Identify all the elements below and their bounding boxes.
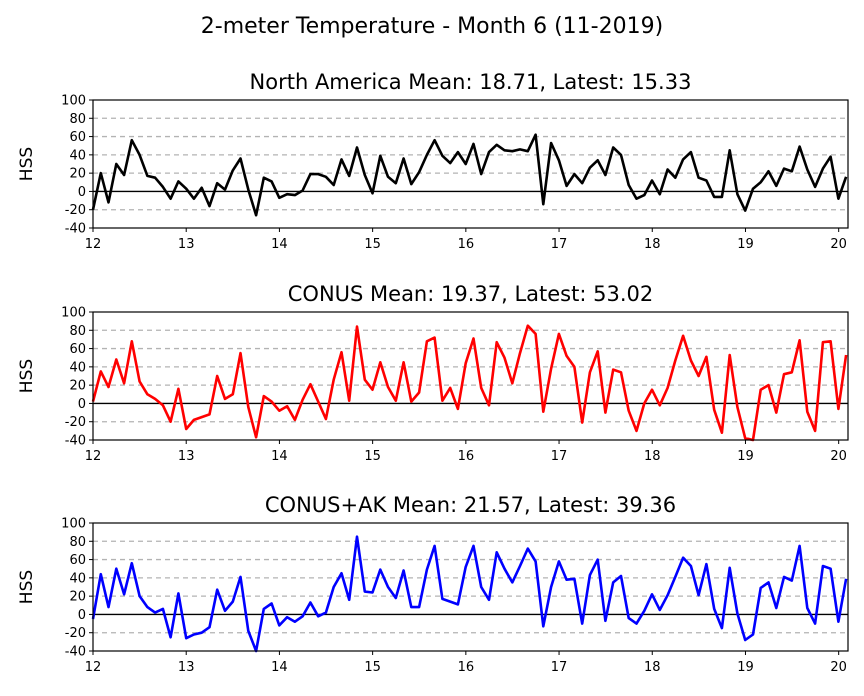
y-tick-label: 100 [61,94,86,109]
x-tick-label: 14 [271,449,288,464]
panel-title: CONUS Mean: 19.37, Latest: 53.02 [288,282,653,306]
x-tick-label: 18 [644,660,661,675]
x-tick-label: 18 [644,237,661,252]
y-tick-label: 80 [69,324,86,339]
x-tick-label: 16 [458,449,475,464]
series-line [91,535,848,653]
y-tick-label: -20 [65,203,86,218]
y-tick-label: 20 [69,379,86,394]
x-tick-label: 14 [271,237,288,252]
y-tick-label: 0 [78,397,86,412]
panel-2: CONUS Mean: 19.37, Latest: 53.02 100 80 60 4… [17,282,849,464]
y-axis-label: HSS [17,570,37,604]
x-tick-label: 17 [551,449,568,464]
y-tick-label: -40 [65,434,86,449]
chart-panels: North America Mean: 18.71, Latest: 15.33… [17,70,849,675]
x-tick-label: 12 [85,237,102,252]
y-tick-label: 40 [69,148,86,163]
y-tick-label: -40 [65,645,86,660]
figure-title: 2-meter Temperature - Month 6 (11-2019) [201,14,663,39]
x-tick-label: 20 [830,660,847,675]
x-tick-label: 13 [178,237,195,252]
axes-frame [92,311,849,441]
y-tick-label: 80 [69,112,86,127]
y-tick-label: 80 [69,535,86,550]
y-tick-label: 20 [69,167,86,182]
x-tick-label: 15 [364,449,381,464]
y-tick-label: 0 [78,185,86,200]
series-line [91,324,848,442]
panel-1: North America Mean: 18.71, Latest: 15.33… [17,70,849,252]
x-tick-label: 12 [85,449,102,464]
y-tick-label: 0 [78,608,86,623]
x-tick-label: 17 [551,660,568,675]
y-tick-label: 60 [69,130,86,145]
axes-frame [92,99,849,229]
y-tick-label: 100 [61,517,86,532]
x-tick-label: 18 [644,449,661,464]
y-tick-label: -40 [65,222,86,237]
y-tick-label: 20 [69,590,86,605]
y-axis-label: HSS [17,359,37,393]
x-tick-label: 19 [737,449,754,464]
x-tick-label: 19 [737,660,754,675]
panel-3: CONUS+AK Mean: 21.57, Latest: 39.36 100 80… [17,493,849,675]
x-tick-label: 14 [271,660,288,675]
y-tick-label: 40 [69,571,86,586]
y-tick-label: -20 [65,415,86,430]
y-tick-label: -20 [65,626,86,641]
x-tick-label: 16 [458,660,475,675]
x-tick-label: 15 [364,660,381,675]
axes-frame [92,522,849,652]
x-tick-label: 12 [85,660,102,675]
panel-title: North America Mean: 18.71, Latest: 15.33 [250,70,692,94]
y-tick-label: 100 [61,306,86,321]
x-tick-label: 19 [737,237,754,252]
y-tick-label: 60 [69,342,86,357]
x-tick-label: 13 [178,660,195,675]
x-tick-label: 15 [364,237,381,252]
x-tick-label: 20 [830,237,847,252]
x-tick-label: 16 [458,237,475,252]
x-tick-label: 20 [830,449,847,464]
x-tick-label: 17 [551,237,568,252]
series-line [91,133,848,217]
y-tick-label: 60 [69,553,86,568]
y-tick-label: 40 [69,360,86,375]
panel-title: CONUS+AK Mean: 21.57, Latest: 39.36 [265,493,676,517]
x-tick-label: 13 [178,449,195,464]
y-axis-label: HSS [17,147,37,181]
